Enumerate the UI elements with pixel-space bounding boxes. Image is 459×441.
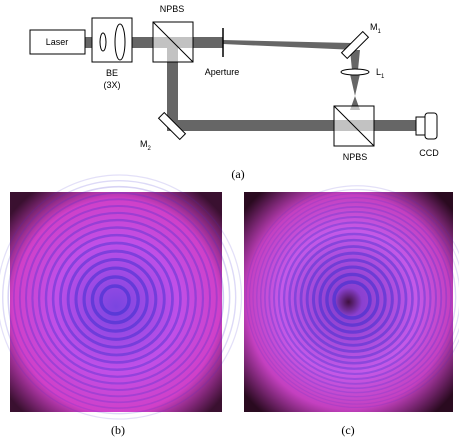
- caption: (a): [231, 167, 244, 181]
- camera: [425, 113, 437, 139]
- lens: [341, 69, 369, 75]
- label: M1: [370, 22, 382, 35]
- beam: [223, 40, 356, 50]
- subscript: 2: [148, 146, 152, 152]
- label: NPBS: [343, 152, 368, 162]
- subscript: 1: [378, 29, 382, 35]
- setup-diagram: Laser BE (3X) NPBS Aperture M1 L1 M2 NPB…: [30, 4, 439, 181]
- camera: [416, 117, 425, 135]
- beam: [167, 120, 417, 131]
- lens: [115, 24, 125, 60]
- label: M: [140, 139, 148, 149]
- subscript: 1: [381, 74, 385, 80]
- beam: [350, 74, 360, 96]
- fringe-image-b: (b): [0, 175, 242, 437]
- label: CCD: [419, 148, 439, 158]
- page: {"setup": {"laser": "Laser", "beam_expan…: [0, 0, 459, 441]
- label: M: [370, 22, 378, 32]
- lens: [100, 33, 106, 51]
- caption: (b): [111, 423, 125, 437]
- figure: Laser BE (3X) NPBS Aperture M1 L1 M2 NPB…: [0, 0, 459, 441]
- label: Aperture: [205, 67, 240, 77]
- beam-expander: [92, 18, 132, 62]
- label: M2: [140, 139, 152, 152]
- body: Laser BE (3X) NPBS Aperture M1 L1 M2 NPB…: [0, 0, 459, 441]
- label: L1: [376, 67, 385, 80]
- caption: (c): [341, 423, 354, 437]
- fringe-image-c: (c): [244, 186, 459, 437]
- label: BE: [106, 68, 118, 78]
- label: Laser: [46, 37, 69, 47]
- label: (3X): [103, 80, 120, 90]
- image: [10, 192, 222, 412]
- label: NPBS: [160, 4, 185, 14]
